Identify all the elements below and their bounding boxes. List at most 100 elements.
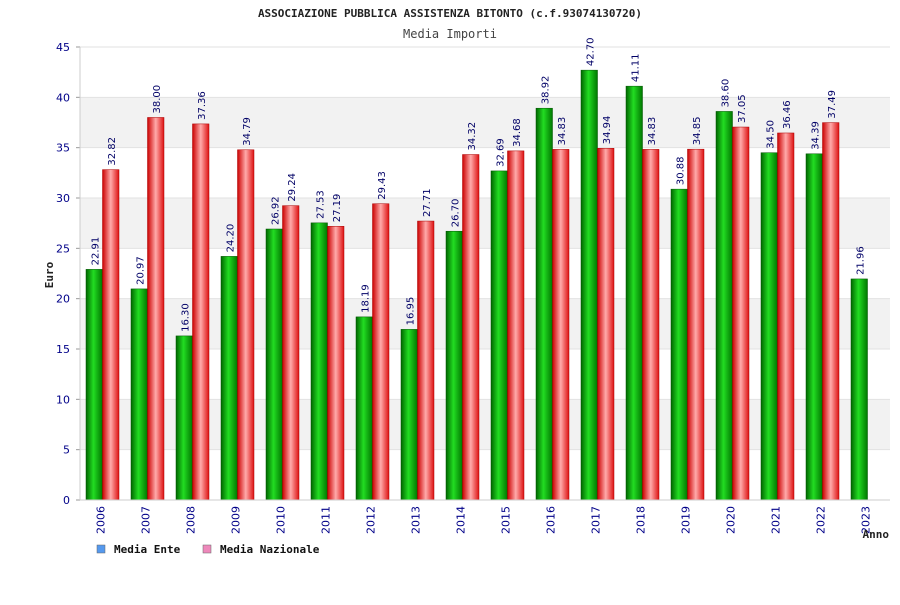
bar-media-ente-2012 bbox=[355, 316, 373, 501]
y-axis-ticks: 0 5 10 15 20 25 30 35 40 45 bbox=[56, 41, 80, 507]
y-tick-label: 25 bbox=[56, 242, 70, 255]
y-tick-label: 5 bbox=[63, 444, 70, 457]
bar-value-label: 38.00 bbox=[152, 85, 163, 114]
bar-media-ente-2023 bbox=[850, 278, 868, 501]
bar-value-label: 42.70 bbox=[585, 38, 596, 67]
bar-value-label: 27.53 bbox=[315, 190, 326, 219]
legend: Media Ente Media Nazionale bbox=[96, 543, 320, 556]
x-tick-label: 2022 bbox=[815, 506, 828, 534]
x-tick-label: 2006 bbox=[95, 506, 108, 534]
bar-media-ente-2007 bbox=[130, 288, 148, 501]
y-tick-label: 15 bbox=[56, 343, 70, 356]
bar-value-label: 38.92 bbox=[540, 76, 551, 105]
bar-value-label: 24.20 bbox=[225, 224, 236, 253]
bar-media-ente-2016 bbox=[535, 107, 553, 501]
bar-value-label: 36.46 bbox=[782, 100, 793, 129]
bar-media-ente-2015 bbox=[490, 170, 508, 501]
x-tick-label: 2023 bbox=[860, 506, 873, 534]
plot-band bbox=[80, 47, 890, 98]
plot-background bbox=[80, 47, 890, 500]
bar-value-label: 41.11 bbox=[630, 54, 641, 83]
bar-value-label: 37.49 bbox=[827, 90, 838, 119]
bar-media-ente-2011 bbox=[310, 222, 328, 501]
x-tick-label: 2019 bbox=[680, 506, 693, 534]
bar-value-label: 34.39 bbox=[810, 121, 821, 150]
bar-media-nazionale-2008 bbox=[192, 123, 210, 501]
bar-value-label: 21.96 bbox=[855, 246, 866, 275]
bar-media-nazionale-2013 bbox=[417, 220, 435, 501]
legend-label: Media Ente bbox=[114, 543, 181, 556]
y-tick-label: 0 bbox=[63, 494, 70, 507]
y-tick-label: 40 bbox=[56, 91, 70, 104]
plot-band bbox=[80, 349, 890, 400]
x-tick-label: 2012 bbox=[365, 506, 378, 534]
bar-value-label: 34.68 bbox=[512, 118, 523, 147]
y-tick-label: 35 bbox=[56, 142, 70, 155]
bar-media-ente-2022 bbox=[805, 153, 823, 501]
plot-band bbox=[80, 97, 890, 148]
x-tick-label: 2017 bbox=[590, 506, 603, 534]
bar-media-ente-2009 bbox=[220, 256, 238, 501]
bars-group bbox=[85, 69, 868, 501]
bar-media-nazionale-2021 bbox=[777, 132, 795, 501]
x-tick-label: 2020 bbox=[725, 506, 738, 534]
bar-value-label: 16.95 bbox=[405, 297, 416, 326]
bar-media-nazionale-2014 bbox=[462, 154, 480, 501]
bar-value-label: 22.91 bbox=[90, 237, 101, 266]
x-axis-label: Anno bbox=[863, 528, 890, 541]
bar-value-label: 34.32 bbox=[467, 122, 478, 151]
x-tick-label: 2021 bbox=[770, 506, 783, 534]
plot-band bbox=[80, 198, 890, 249]
bar-media-nazionale-2019 bbox=[687, 148, 705, 501]
bar-media-nazionale-2007 bbox=[147, 117, 165, 501]
bar-value-label: 26.92 bbox=[270, 196, 281, 225]
y-tick-label: 10 bbox=[56, 393, 70, 406]
x-tick-label: 2015 bbox=[500, 506, 513, 534]
bar-value-label: 29.43 bbox=[377, 171, 388, 200]
bar-value-label: 16.30 bbox=[180, 303, 191, 332]
plot-band bbox=[80, 449, 890, 500]
bar-value-label: 30.88 bbox=[675, 157, 686, 186]
bar-media-nazionale-2017 bbox=[597, 148, 615, 501]
legend-label: Media Nazionale bbox=[220, 543, 320, 556]
x-tick-label: 2008 bbox=[185, 506, 198, 534]
y-tick-label: 45 bbox=[56, 41, 70, 54]
x-tick-label: 2011 bbox=[320, 506, 333, 534]
y-axis-label: Euro bbox=[43, 261, 56, 288]
bar-media-nazionale-2015 bbox=[507, 150, 525, 501]
plot-band bbox=[80, 298, 890, 349]
x-axis-ticks: 2006 2007 2008 2009 2010 2011 2012 2013 2014 2015… bbox=[95, 506, 873, 534]
chart-title: ASSOCIAZIONE PUBBLICA ASSISTENZA BITONTO… bbox=[258, 7, 642, 20]
bar-value-label: 20.97 bbox=[135, 256, 146, 285]
plot-band bbox=[80, 399, 890, 450]
bar-value-label: 34.94 bbox=[602, 116, 613, 145]
legend-swatch bbox=[96, 544, 106, 554]
y-tick-label: 30 bbox=[56, 192, 70, 205]
bar-media-nazionale-2016 bbox=[552, 149, 570, 501]
bar-value-label: 37.36 bbox=[197, 91, 208, 120]
bar-media-nazionale-2020 bbox=[732, 126, 750, 501]
plot-band bbox=[80, 248, 890, 299]
bar-media-ente-2017 bbox=[580, 69, 598, 501]
bar-labels-group: 22.91 32.82 20.97 38.00 16.30 37.36 24.20 34.79… bbox=[90, 38, 866, 332]
plot-band bbox=[80, 147, 890, 198]
bar-value-label: 27.71 bbox=[422, 188, 433, 217]
bar-media-ente-2019 bbox=[670, 188, 688, 501]
bar-media-ente-2018 bbox=[625, 85, 643, 501]
bar-value-label: 34.50 bbox=[765, 120, 776, 149]
bar-value-label: 34.79 bbox=[242, 117, 253, 146]
bar-media-ente-2008 bbox=[175, 335, 193, 501]
bar-media-nazionale-2006 bbox=[102, 169, 120, 501]
bar-value-label: 34.83 bbox=[557, 117, 568, 146]
bar-media-ente-2013 bbox=[400, 329, 418, 501]
bar-value-label: 26.70 bbox=[450, 199, 461, 228]
x-tick-label: 2010 bbox=[275, 506, 288, 534]
bar-value-label: 32.69 bbox=[495, 138, 506, 167]
bar-media-ente-2014 bbox=[445, 230, 463, 501]
bar-media-nazionale-2011 bbox=[327, 226, 345, 501]
x-tick-label: 2007 bbox=[140, 506, 153, 534]
bar-media-ente-2021 bbox=[760, 152, 778, 501]
bar-value-label: 34.83 bbox=[647, 117, 658, 146]
